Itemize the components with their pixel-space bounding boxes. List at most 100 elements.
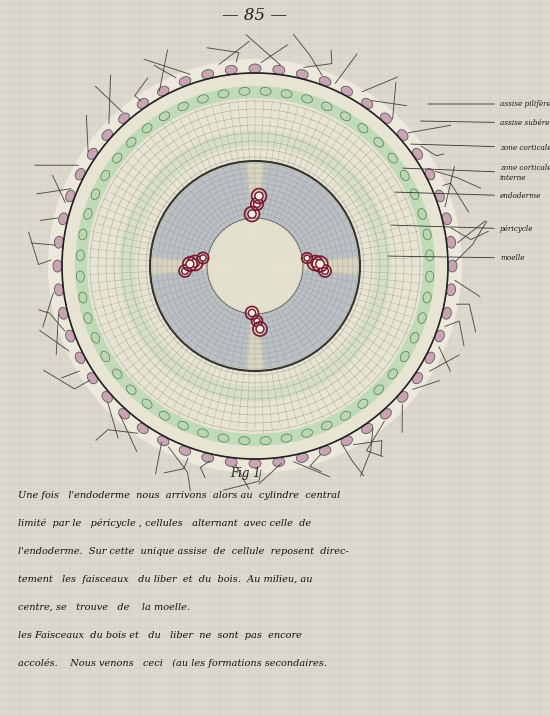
Ellipse shape — [341, 86, 353, 96]
Circle shape — [311, 259, 319, 267]
Ellipse shape — [281, 434, 292, 442]
Ellipse shape — [425, 352, 435, 364]
Ellipse shape — [87, 148, 97, 160]
Circle shape — [191, 258, 199, 267]
Ellipse shape — [358, 124, 368, 133]
Ellipse shape — [91, 332, 100, 343]
Ellipse shape — [239, 87, 250, 95]
Ellipse shape — [249, 459, 261, 468]
Ellipse shape — [113, 369, 122, 379]
Wedge shape — [255, 163, 358, 266]
Ellipse shape — [358, 399, 368, 408]
Ellipse shape — [400, 352, 409, 362]
Ellipse shape — [426, 271, 434, 282]
Ellipse shape — [319, 77, 331, 86]
Ellipse shape — [374, 137, 383, 147]
Ellipse shape — [197, 95, 208, 103]
Ellipse shape — [178, 421, 189, 430]
Ellipse shape — [281, 90, 292, 98]
Ellipse shape — [410, 332, 419, 343]
Circle shape — [75, 86, 435, 446]
Circle shape — [255, 192, 263, 200]
Text: Une fois   l'endoderme  nous  arrivons  alors au  cylindre  central: Une fois l'endoderme nous arrivons alors… — [18, 491, 340, 500]
Circle shape — [135, 146, 375, 386]
Circle shape — [182, 268, 188, 274]
Circle shape — [316, 260, 324, 268]
Ellipse shape — [423, 292, 431, 303]
Ellipse shape — [76, 250, 84, 261]
Ellipse shape — [142, 124, 152, 133]
Ellipse shape — [273, 65, 285, 74]
Wedge shape — [152, 163, 255, 266]
Ellipse shape — [218, 434, 229, 442]
Circle shape — [150, 161, 360, 371]
Ellipse shape — [341, 436, 353, 446]
Ellipse shape — [260, 87, 271, 95]
Ellipse shape — [179, 77, 191, 86]
Ellipse shape — [119, 113, 129, 123]
Ellipse shape — [65, 330, 75, 342]
Ellipse shape — [296, 69, 308, 79]
Ellipse shape — [435, 190, 444, 202]
Ellipse shape — [202, 453, 213, 463]
Ellipse shape — [322, 421, 332, 430]
Ellipse shape — [126, 137, 136, 147]
Circle shape — [119, 130, 391, 402]
Ellipse shape — [426, 250, 434, 261]
Text: zone corticale externe: zone corticale externe — [411, 144, 550, 152]
Ellipse shape — [160, 411, 169, 420]
Ellipse shape — [178, 102, 189, 111]
Text: péricycle: péricycle — [391, 225, 534, 233]
Text: — 85 —: — 85 — — [223, 7, 288, 24]
Ellipse shape — [197, 429, 208, 437]
Circle shape — [249, 309, 256, 316]
Ellipse shape — [273, 458, 285, 467]
Circle shape — [322, 268, 328, 274]
Circle shape — [207, 218, 303, 314]
Text: Fig 1: Fig 1 — [230, 468, 260, 480]
Ellipse shape — [340, 112, 351, 121]
Text: assise pilifère: assise pilifère — [428, 100, 550, 108]
Circle shape — [48, 59, 462, 473]
Ellipse shape — [435, 330, 444, 342]
Ellipse shape — [388, 369, 398, 379]
Ellipse shape — [126, 385, 136, 395]
Ellipse shape — [101, 170, 109, 180]
Ellipse shape — [381, 113, 392, 123]
Ellipse shape — [418, 208, 426, 219]
Ellipse shape — [65, 190, 75, 202]
Ellipse shape — [75, 352, 85, 364]
Ellipse shape — [54, 236, 63, 248]
Ellipse shape — [84, 313, 92, 324]
Ellipse shape — [59, 213, 68, 225]
Ellipse shape — [54, 284, 63, 296]
Ellipse shape — [79, 292, 87, 303]
Ellipse shape — [398, 130, 408, 140]
Ellipse shape — [53, 260, 62, 272]
Text: zone corticale
interne: zone corticale interne — [403, 165, 550, 182]
Ellipse shape — [76, 271, 84, 282]
Ellipse shape — [388, 153, 398, 163]
Wedge shape — [255, 266, 358, 369]
Ellipse shape — [410, 189, 419, 200]
Circle shape — [254, 318, 260, 324]
Text: tement   les  faisceaux   du liber  et  du  bois.  Au milieu, au: tement les faisceaux du liber et du bois… — [18, 575, 312, 584]
Ellipse shape — [202, 69, 213, 79]
Ellipse shape — [249, 64, 261, 73]
Ellipse shape — [302, 95, 312, 103]
Ellipse shape — [218, 90, 229, 98]
Ellipse shape — [142, 399, 152, 408]
Text: les Faisceaux  du bois et   du   liber  ne  sont  pas  encore: les Faisceaux du bois et du liber ne son… — [18, 631, 302, 640]
Ellipse shape — [225, 65, 237, 74]
Ellipse shape — [225, 458, 237, 467]
Ellipse shape — [362, 98, 373, 109]
Ellipse shape — [448, 260, 457, 272]
Ellipse shape — [157, 436, 169, 446]
Ellipse shape — [296, 453, 308, 463]
Ellipse shape — [447, 284, 455, 296]
Ellipse shape — [447, 236, 455, 248]
Circle shape — [62, 73, 448, 459]
Ellipse shape — [119, 409, 129, 419]
Ellipse shape — [412, 148, 422, 160]
Ellipse shape — [319, 446, 331, 455]
